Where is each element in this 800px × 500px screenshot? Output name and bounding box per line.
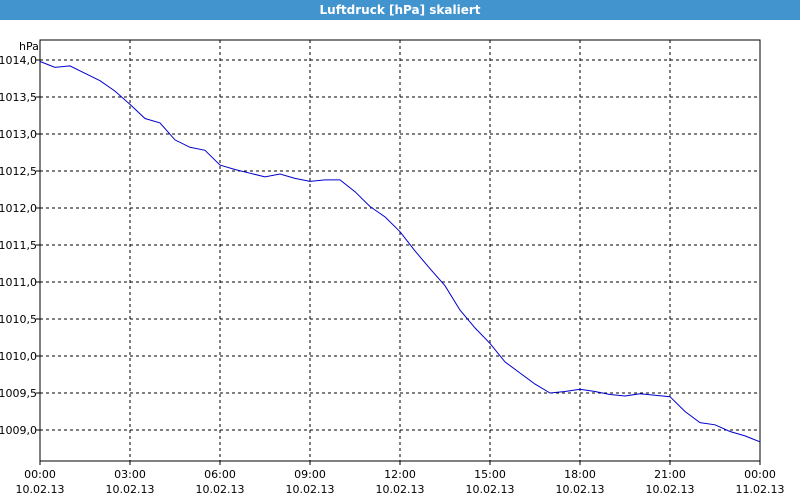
x-tick-date: 10.02.13 — [646, 483, 695, 496]
x-tick-date: 10.02.13 — [286, 483, 335, 496]
y-tick-label: 1009,5 — [0, 387, 37, 400]
x-tick-date: 10.02.13 — [16, 483, 65, 496]
x-tick-date: 10.02.13 — [106, 483, 155, 496]
x-tick-date: 10.02.13 — [376, 483, 425, 496]
x-tick-time: 00:00 — [744, 468, 776, 481]
y-tick-label: 1009,0 — [0, 424, 37, 437]
y-tick-label: 1011,5 — [0, 239, 37, 252]
chart-canvas: hPa 1014,0 1013,5 1013,0 1012,5 1012,0 1011,5… — [0, 39, 785, 496]
y-axis-ticks: 1014,0 1013,5 1013,0 1012,5 1012,0 1011,5 1011… — [0, 54, 40, 437]
y-tick-label: 1013,5 — [0, 91, 37, 104]
y-tick-label: 1012,5 — [0, 165, 37, 178]
x-axis-ticks: 00:00 10.02.13 03:00 10.02.13 06:00 10.02.13 0… — [16, 461, 785, 496]
x-tick-date: 11.02.13 — [736, 483, 785, 496]
series-group — [39, 61, 761, 443]
x-tick-date: 10.02.13 — [556, 483, 605, 496]
x-tick-time: 03:00 — [114, 468, 146, 481]
y-tick-label: 1010,5 — [0, 313, 37, 326]
x-tick-time: 06:00 — [204, 468, 236, 481]
y-tick-label: 1014,0 — [0, 54, 37, 67]
grid-lines — [40, 40, 760, 461]
x-tick-time: 00:00 — [24, 468, 56, 481]
x-tick-time: 15:00 — [474, 468, 506, 481]
y-tick-label: 1011,0 — [0, 276, 37, 289]
x-tick-time: 12:00 — [384, 468, 416, 481]
y-tick-label: 1013,0 — [0, 128, 37, 141]
x-tick-time: 09:00 — [294, 468, 326, 481]
x-tick-time: 18:00 — [564, 468, 596, 481]
y-tick-label: 1012,0 — [0, 202, 37, 215]
series-line — [39, 61, 761, 443]
x-tick-date: 10.02.13 — [196, 483, 245, 496]
y-axis-label: hPa — [19, 40, 39, 53]
chart-title: Luftdruck [hPa] skaliert — [0, 0, 800, 20]
x-tick-time: 21:00 — [654, 468, 686, 481]
y-tick-label: 1010,0 — [0, 350, 37, 363]
x-tick-date: 10.02.13 — [466, 483, 515, 496]
